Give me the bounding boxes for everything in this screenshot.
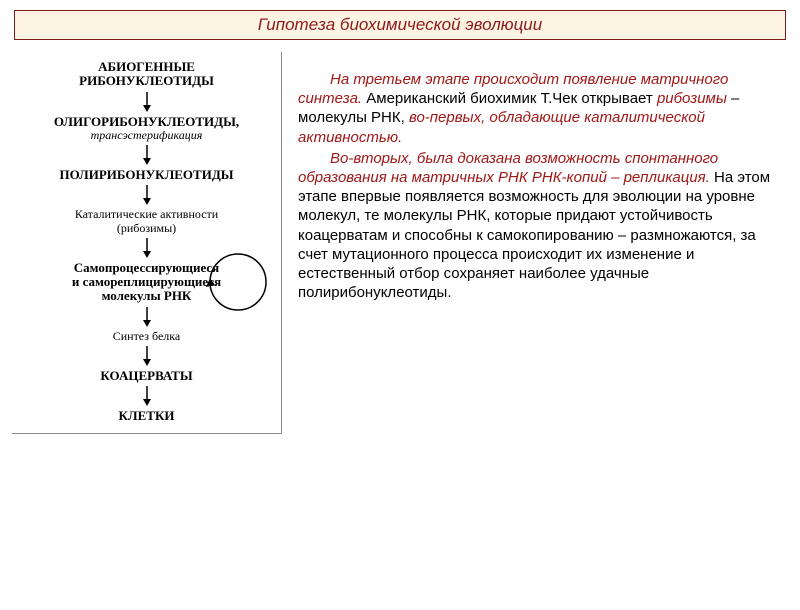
- flow-node-7: КЛЕТКИ: [119, 409, 175, 423]
- flow-node-4-row: Самопроцессирующиеся и самореплицирующие…: [16, 261, 277, 304]
- flow-node-5: Синтез белка: [113, 330, 181, 343]
- flow-node-4: Самопроцессирующиеся и самореплицирующие…: [72, 261, 221, 304]
- paragraph-1: На третьем этапе происходит появление ма…: [298, 70, 782, 147]
- flowchart: АБИОГЕННЫЕ РИБОНУКЛЕОТИДЫ ОЛИГОРИБОНУКЛЕ…: [16, 60, 277, 423]
- flowchart-panel: АБИОГЕННЫЕ РИБОНУКЛЕОТИДЫ ОЛИГОРИБОНУКЛЕ…: [12, 52, 282, 434]
- text-panel: На третьем этапе происходит появление ма…: [296, 52, 788, 434]
- node-text: ПОЛИРИБОНУКЛЕОТИДЫ: [59, 168, 233, 182]
- node-text: КОАЦЕРВАТЫ: [100, 369, 192, 383]
- node-text: Самопроцессирующиеся: [72, 261, 221, 275]
- flow-arrow: [141, 238, 153, 258]
- flow-node-3: Каталитические активности (рибозимы): [75, 208, 218, 234]
- content-area: АБИОГЕННЫЕ РИБОНУКЛЕОТИДЫ ОЛИГОРИБОНУКЛЕ…: [0, 52, 800, 444]
- node-text: АБИОГЕННЫЕ: [79, 60, 214, 74]
- node-text: молекулы РНК: [72, 289, 221, 303]
- flow-node-0: АБИОГЕННЫЕ РИБОНУКЛЕОТИДЫ: [79, 60, 214, 89]
- node-text: Каталитические активности: [75, 208, 218, 221]
- flow-node-1: ОЛИГОРИБОНУКЛЕОТИДЫ, трансэстерификация: [54, 115, 239, 142]
- node-text: КЛЕТКИ: [119, 409, 175, 423]
- node-text: ОЛИГОРИБОНУКЛЕОТИДЫ,: [54, 115, 239, 129]
- text-accent: рибозимы: [657, 90, 727, 107]
- flow-arrow: [141, 145, 153, 165]
- self-loop-icon: [203, 247, 273, 317]
- flow-arrow: [141, 307, 153, 327]
- node-text: РИБОНУКЛЕОТИДЫ: [79, 74, 214, 88]
- flow-arrow: [141, 346, 153, 366]
- text-run: Американский биохимик Т.Чек открывает: [362, 90, 657, 107]
- flow-arrow: [141, 92, 153, 112]
- node-text: (рибозимы): [75, 222, 218, 235]
- flow-node-6: КОАЦЕРВАТЫ: [100, 369, 192, 383]
- node-subtext: трансэстерификация: [54, 129, 239, 142]
- text-accent: Во-вторых, была доказана возможность спо…: [298, 150, 718, 186]
- flow-arrow: [141, 386, 153, 406]
- slide-title-bar: Гипотеза биохимической эволюции: [14, 10, 786, 40]
- slide-title: Гипотеза биохимической эволюции: [258, 15, 542, 34]
- paragraph-2: Во-вторых, была доказана возможность спо…: [298, 149, 782, 303]
- text-run: На этом этапе впервые появляется возможн…: [298, 169, 770, 301]
- flow-arrow: [141, 185, 153, 205]
- node-text: и самореплицирующиеся: [72, 275, 221, 289]
- flow-node-2: ПОЛИРИБОНУКЛЕОТИДЫ: [59, 168, 233, 182]
- node-text: Синтез белка: [113, 330, 181, 343]
